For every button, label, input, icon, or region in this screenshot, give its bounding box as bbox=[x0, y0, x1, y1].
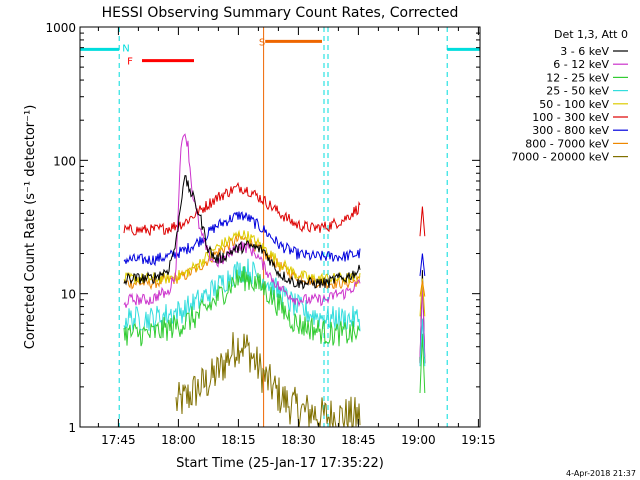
x-tick-label-18-30: 18:30 bbox=[281, 433, 316, 447]
legend-label-800-7000-kev: 800 - 7000 keV bbox=[525, 137, 609, 150]
series-burst-50-100-kev bbox=[419, 278, 426, 317]
series-line-25-50-kev bbox=[123, 258, 361, 332]
series-burst-25-50-kev bbox=[419, 318, 426, 367]
series-burst-300-800-kev bbox=[419, 253, 426, 276]
x-tick-label-18-45: 18:45 bbox=[341, 433, 376, 447]
y-axis-label: Corrected Count Rate (s⁻¹ detector⁻¹) bbox=[23, 105, 38, 350]
axes: 17:45 18:00 18:15 18:30 18:45 19:00 19:15 1 10 10… bbox=[45, 21, 495, 447]
y-tick-label-1: 1 bbox=[68, 421, 76, 435]
state-label-n: N bbox=[122, 44, 129, 55]
legend-label-6-12-kev: 6 - 12 keV bbox=[553, 58, 609, 71]
x-axis-label: Start Time (25-Jan-17 17:35:22) bbox=[176, 456, 384, 471]
plot-frame bbox=[79, 26, 481, 428]
series-line-6-12-kev bbox=[123, 133, 361, 308]
y-tick-label-1000: 1000 bbox=[45, 21, 76, 35]
series-line-7000-20000-kev bbox=[175, 332, 361, 428]
legend-label-100-300-kev: 100 - 300 keV bbox=[532, 111, 609, 124]
x-tick-label-18-00: 18:00 bbox=[161, 433, 196, 447]
plot-area: NF S bbox=[80, 27, 480, 428]
legend-label-3-6-kev: 3 - 6 keV bbox=[560, 45, 609, 58]
footer-timestamp: 4-Apr-2018 21:37 bbox=[566, 469, 636, 478]
chart-title: HESSI Observing Summary Count Rates, Cor… bbox=[102, 5, 459, 21]
legend-label-50-100-kev: 50 - 100 keV bbox=[539, 98, 609, 111]
series-line-100-300-kev bbox=[123, 181, 361, 236]
state-label-s: S bbox=[259, 37, 265, 48]
legend-header: Det 1,3, Att 0 bbox=[554, 28, 628, 41]
x-tick-label-19-15: 19:15 bbox=[461, 433, 496, 447]
series-line-12-25-kev bbox=[123, 266, 360, 347]
series-line-300-800-kev bbox=[123, 211, 361, 267]
series-burst-12-25-kev bbox=[419, 333, 426, 394]
y-tick-label-10: 10 bbox=[61, 288, 76, 302]
x-tick-label-18-15: 18:15 bbox=[221, 433, 256, 447]
series-line-3-6-kev bbox=[123, 175, 361, 290]
y-tick-label-100: 100 bbox=[53, 154, 76, 168]
series-burst-100-300-kev bbox=[419, 206, 426, 237]
legend-label-12-25-kev: 12 - 25 keV bbox=[546, 71, 609, 84]
legend-label-7000-20000-kev: 7000 - 20000 keV bbox=[511, 151, 609, 164]
legend-label-25-50-kev: 25 - 50 keV bbox=[546, 85, 609, 98]
series-burst-800-7000-kev bbox=[419, 280, 426, 297]
x-tick-label-19-00: 19:00 bbox=[401, 433, 436, 447]
state-label-f: F bbox=[127, 57, 133, 68]
legend-label-300-800-kev: 300 - 800 keV bbox=[532, 124, 609, 137]
x-tick-label-17-45: 17:45 bbox=[101, 433, 136, 447]
